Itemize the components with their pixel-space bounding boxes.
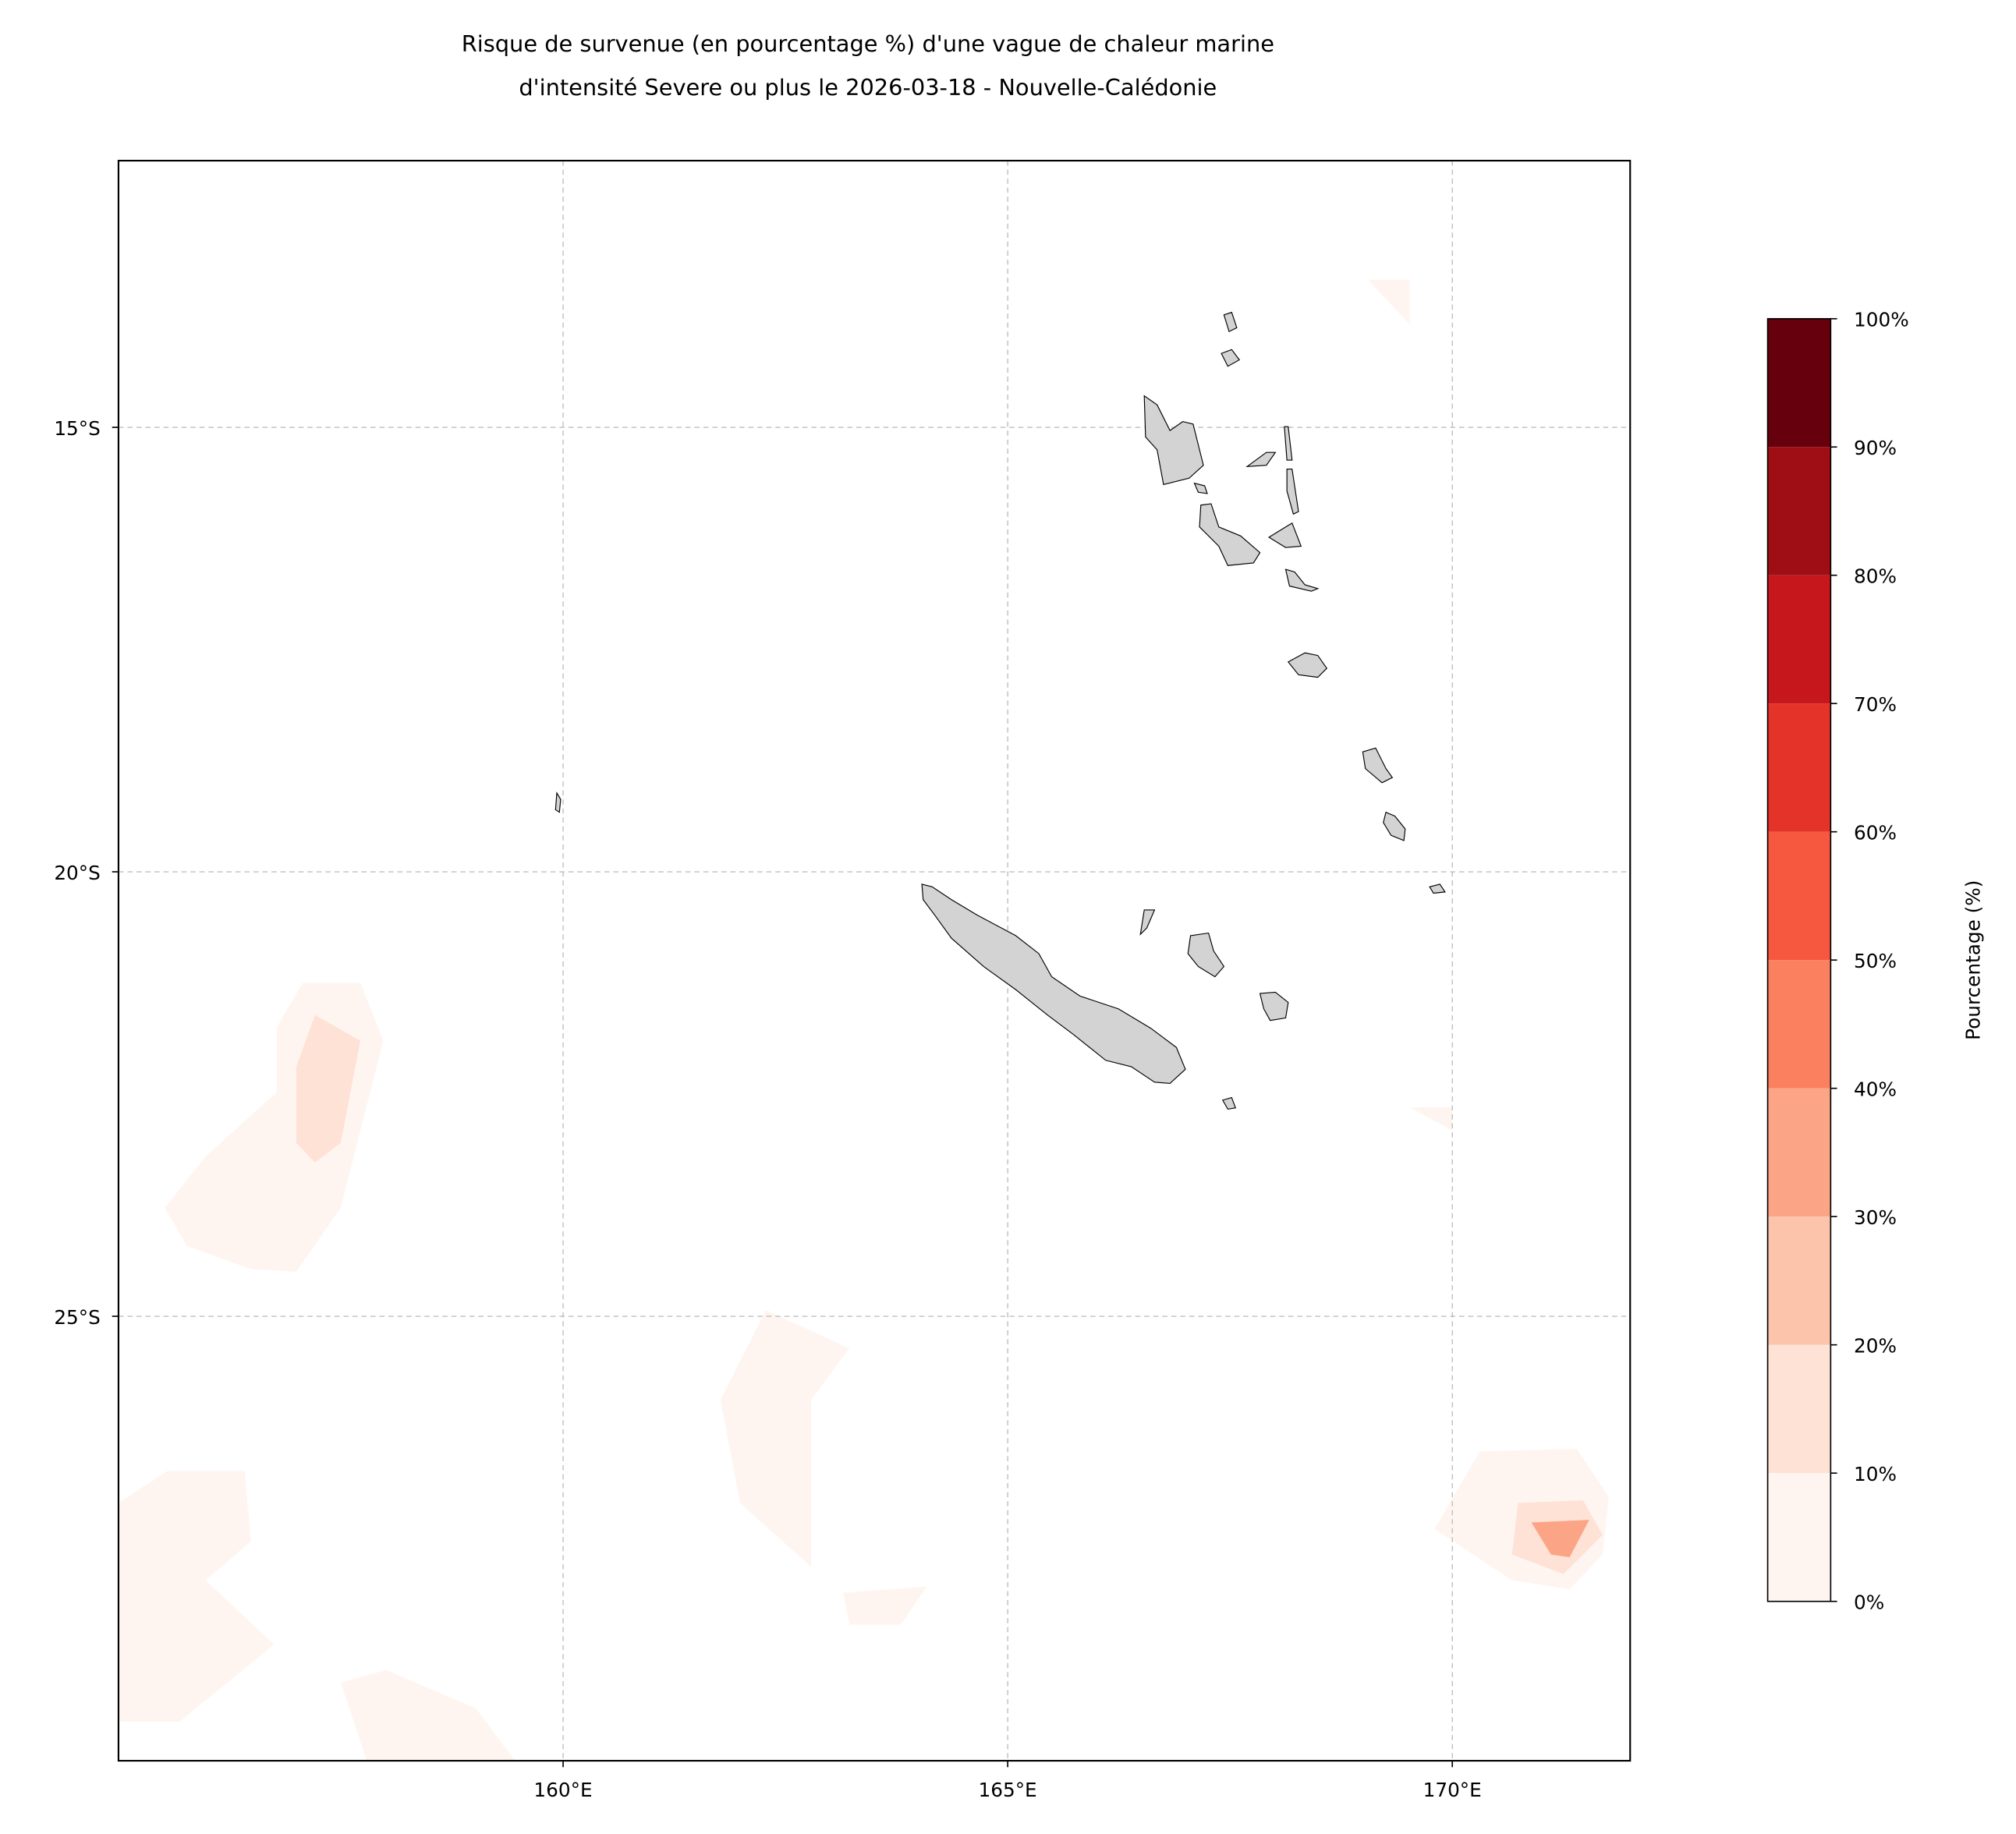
colorbar-band <box>1767 703 1831 832</box>
colorbar-band <box>1767 575 1831 704</box>
y-tick-label: 25°S <box>54 1306 101 1329</box>
colorbar-tick-label: 90% <box>1854 437 1897 459</box>
island <box>1221 1096 1237 1110</box>
colorbar-band <box>1767 1473 1831 1602</box>
island <box>1199 503 1261 566</box>
island <box>1221 349 1241 367</box>
colorbar-tick-label: 70% <box>1854 693 1897 716</box>
island <box>1187 932 1225 978</box>
island <box>1139 909 1156 936</box>
colorbar-band <box>1767 1344 1831 1474</box>
contour-patch <box>720 1310 850 1567</box>
colorbar-band <box>1767 318 1831 448</box>
colorbar-tick-label: 40% <box>1854 1078 1897 1101</box>
colorbar-tick-label: 30% <box>1854 1206 1897 1229</box>
island <box>1245 451 1277 468</box>
colorbar-label: Pourcentage (%) <box>1962 880 1985 1040</box>
contour-patch <box>340 1669 516 1761</box>
chart-title: Risque de survenue (en pourcentage %) d'… <box>462 30 1274 57</box>
chart-title: d'intensité Severe ou plus le 2026-03-18… <box>519 74 1217 101</box>
contour-patch <box>118 1471 275 1722</box>
island <box>1284 568 1320 592</box>
colorbar-band <box>1767 960 1831 1089</box>
x-tick-label: 170°E <box>1423 1779 1482 1801</box>
colorbar-tick-label: 20% <box>1854 1335 1897 1358</box>
colorbar-tick-label: 60% <box>1854 822 1897 844</box>
colorbar-band <box>1767 831 1831 961</box>
contour-patch <box>296 1014 361 1163</box>
colorbar-band <box>1767 447 1831 575</box>
contour-layer <box>118 279 1609 1761</box>
colorbar-tick-label: 0% <box>1854 1591 1884 1614</box>
island <box>1287 652 1328 678</box>
colorbar-tick-label: 50% <box>1854 950 1897 972</box>
island <box>1286 469 1299 515</box>
y-tick-label: 20°S <box>54 862 101 884</box>
island <box>1223 311 1238 333</box>
contour-patch <box>1409 1107 1453 1131</box>
island <box>1429 883 1446 894</box>
colorbar-band <box>1767 1088 1831 1217</box>
island <box>1284 426 1293 461</box>
land <box>554 311 1446 1110</box>
colorbar-tick-label: 100% <box>1854 309 1909 331</box>
island <box>1383 811 1406 841</box>
x-tick-label: 165°E <box>979 1779 1037 1801</box>
island <box>1193 482 1208 494</box>
colorbar-band <box>1767 1216 1831 1345</box>
island <box>554 791 562 813</box>
contour-patch <box>1367 279 1410 324</box>
island <box>1259 991 1289 1021</box>
colorbar-tick-label: 10% <box>1854 1463 1897 1485</box>
contour-patch <box>1531 1520 1589 1557</box>
x-tick-label: 160°E <box>533 1779 592 1801</box>
island <box>1143 395 1204 486</box>
island <box>1267 522 1302 548</box>
colorbar: 0% 10% 20% 30% 40% 50% 60% 70% 80% 90% 100% <box>1766 309 1909 1614</box>
contour-patch <box>843 1586 927 1625</box>
axes-frame <box>117 159 1632 1762</box>
island <box>1362 747 1394 784</box>
y-tick-label: 15°S <box>54 417 101 440</box>
colorbar-tick-label: 80% <box>1854 565 1897 588</box>
grid <box>112 161 1631 1768</box>
island <box>921 883 1186 1085</box>
